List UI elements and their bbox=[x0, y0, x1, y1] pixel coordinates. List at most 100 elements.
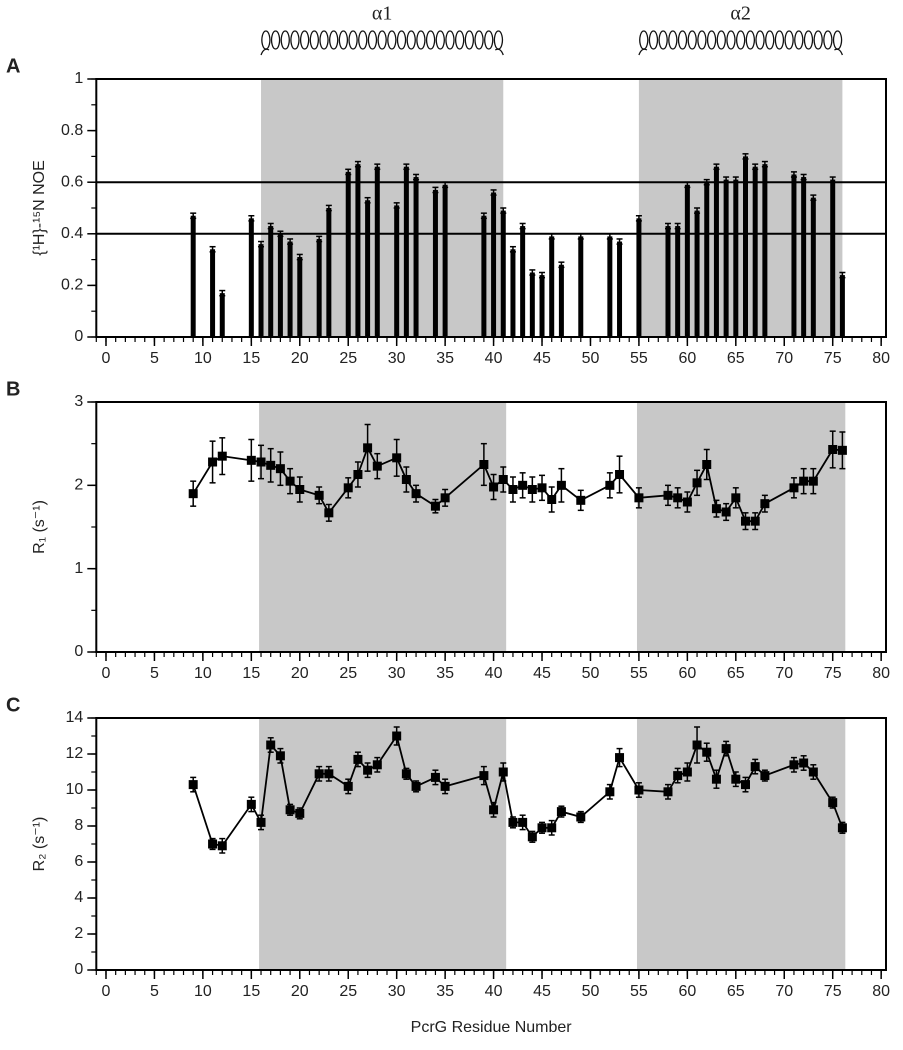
error-bar bbox=[703, 178, 710, 186]
marker bbox=[518, 817, 528, 827]
marker bbox=[372, 461, 382, 471]
marker bbox=[556, 480, 566, 490]
error-bar bbox=[732, 176, 739, 183]
error-bar bbox=[674, 222, 681, 230]
error-bar bbox=[635, 214, 642, 222]
y-tick-label: 2 bbox=[74, 925, 83, 942]
marker bbox=[692, 740, 702, 750]
marker bbox=[808, 767, 818, 777]
marker bbox=[731, 774, 741, 784]
bar bbox=[801, 177, 807, 337]
panel-label: A bbox=[6, 55, 20, 77]
error-bar bbox=[684, 181, 691, 189]
x-tick-label: 75 bbox=[824, 983, 842, 1000]
helix-label: α1 bbox=[372, 3, 392, 25]
error-bar bbox=[790, 171, 797, 178]
error-bar bbox=[800, 173, 807, 181]
x-tick-label: 60 bbox=[678, 665, 696, 682]
bar bbox=[326, 208, 332, 337]
y-tick-label: 14 bbox=[66, 709, 84, 726]
marker bbox=[363, 765, 373, 775]
marker bbox=[721, 507, 731, 517]
x-tick-label: 15 bbox=[242, 665, 260, 682]
error-bar bbox=[509, 245, 516, 253]
error-bar bbox=[442, 181, 449, 189]
error-bar bbox=[752, 163, 759, 171]
bar bbox=[539, 275, 545, 337]
bar bbox=[743, 156, 749, 337]
marker bbox=[760, 499, 770, 509]
marker bbox=[576, 495, 586, 505]
bar bbox=[617, 241, 623, 337]
marker bbox=[430, 772, 440, 782]
marker bbox=[547, 495, 557, 504]
error-bar bbox=[577, 233, 584, 240]
marker bbox=[411, 489, 421, 499]
marker bbox=[750, 762, 760, 772]
error-bar bbox=[694, 207, 701, 214]
bar bbox=[839, 275, 845, 337]
bar bbox=[481, 215, 487, 337]
marker bbox=[731, 493, 741, 503]
x-tick-label: 5 bbox=[150, 665, 159, 682]
x-tick-label: 80 bbox=[872, 350, 890, 367]
bar bbox=[529, 272, 535, 337]
error-bar bbox=[558, 261, 565, 269]
x-tick-label: 45 bbox=[533, 665, 551, 682]
marker bbox=[489, 482, 499, 492]
y-tick-label: 3 bbox=[74, 393, 83, 410]
x-tick-label: 35 bbox=[436, 350, 454, 367]
marker bbox=[702, 460, 712, 469]
marker bbox=[508, 817, 518, 827]
marker bbox=[430, 501, 440, 511]
bar bbox=[578, 236, 584, 337]
marker bbox=[702, 747, 712, 757]
x-tick-label: 10 bbox=[194, 350, 212, 367]
marker bbox=[314, 769, 324, 779]
y-tick-label: 2 bbox=[74, 477, 83, 494]
bar bbox=[704, 182, 710, 337]
y-tick-label: 0.2 bbox=[61, 277, 83, 294]
marker bbox=[673, 493, 683, 503]
x-tick-label: 80 bbox=[872, 665, 890, 682]
error-bar bbox=[839, 271, 846, 279]
marker bbox=[275, 464, 285, 474]
marker bbox=[527, 485, 537, 494]
x-tick-label: 0 bbox=[102, 983, 111, 1000]
marker bbox=[440, 493, 450, 503]
x-tick-label: 30 bbox=[388, 665, 406, 682]
y-axis-label: {¹H}-¹⁵N NOE bbox=[31, 160, 48, 256]
y-tick-label: 6 bbox=[74, 853, 83, 870]
error-bar bbox=[810, 194, 817, 202]
error-bar bbox=[519, 222, 526, 230]
bar bbox=[413, 177, 419, 337]
x-axis-label: PcrG Residue Number bbox=[411, 1019, 573, 1036]
helix-region bbox=[638, 79, 843, 337]
y-tick-label: 0 bbox=[74, 643, 83, 660]
marker bbox=[789, 760, 799, 770]
error-bar bbox=[190, 212, 197, 220]
bar bbox=[500, 210, 506, 337]
y-tick-label: 4 bbox=[74, 889, 83, 906]
x-tick-label: 55 bbox=[630, 350, 648, 367]
x-tick-label: 20 bbox=[291, 350, 309, 367]
error-bar bbox=[345, 168, 352, 176]
marker bbox=[837, 445, 847, 455]
marker bbox=[392, 453, 402, 463]
marker bbox=[401, 769, 411, 779]
marker bbox=[440, 781, 450, 791]
bar bbox=[723, 179, 729, 337]
bar bbox=[258, 244, 264, 337]
marker bbox=[789, 483, 799, 493]
x-tick-label: 35 bbox=[436, 983, 454, 1000]
bar bbox=[510, 249, 516, 337]
error-bar bbox=[616, 238, 623, 245]
marker bbox=[314, 490, 324, 500]
helix-region bbox=[636, 402, 846, 652]
bar bbox=[210, 249, 216, 337]
x-tick-label: 70 bbox=[775, 665, 793, 682]
marker bbox=[411, 781, 421, 791]
marker bbox=[799, 758, 809, 768]
x-tick-label: 50 bbox=[582, 665, 600, 682]
